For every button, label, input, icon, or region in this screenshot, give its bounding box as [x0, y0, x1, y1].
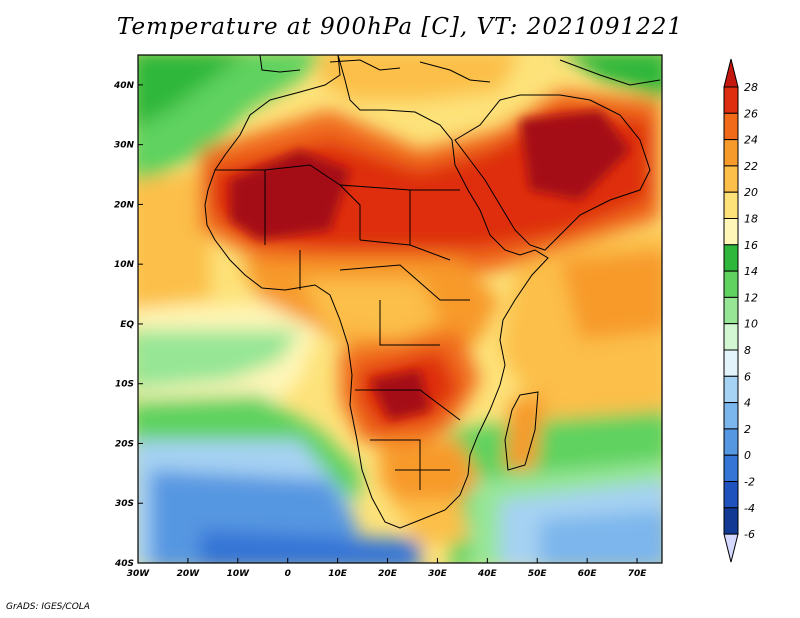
colorbar-level-label: 10	[744, 318, 758, 331]
lon-tick-label: 40E	[477, 569, 498, 579]
colorbar-swatch	[723, 218, 739, 246]
lat-tick-label: EQ	[120, 320, 134, 330]
colorbar-level-label: -2	[744, 476, 755, 489]
lat-tick-label: 30N	[114, 141, 135, 151]
colorbar-swatch	[723, 165, 739, 193]
colorbar-swatch	[723, 191, 739, 219]
colorbar-level-label: 24	[744, 134, 758, 147]
colorbar-level-label: 8	[744, 344, 751, 357]
colorbar-swatch	[723, 270, 739, 298]
longitude-axis: 30W 20W 10W 0 10E 20E 30E 40E 50E 60E 70E	[127, 558, 647, 579]
colorbar-level-label: 12	[744, 291, 758, 304]
colorbar-swatch	[723, 402, 739, 430]
lon-tick-label: 70E	[628, 569, 648, 579]
lat-tick-label: 30S	[115, 499, 134, 509]
lon-tick-label: 60E	[578, 569, 598, 579]
latitude-axis: 40N 30N 20N 10N EQ 10S 20S 30S 40S	[113, 81, 143, 569]
colorbar-bottom-arrow	[723, 533, 739, 563]
footer-credit: GrADS: IGES/COLA	[6, 602, 90, 612]
colorbar-level-label: 2	[744, 423, 751, 436]
colorbar-swatch	[723, 86, 739, 114]
colorbar-swatch	[723, 323, 739, 351]
colorbar-level-label: 16	[744, 239, 758, 252]
colorbar-level-label: -4	[744, 502, 755, 515]
lat-tick-label: 10S	[115, 380, 134, 390]
colorbar-top-arrow	[723, 58, 739, 88]
colorbar-level-label: 4	[744, 397, 751, 410]
coastline	[204, 55, 661, 529]
colorbar-swatch	[723, 112, 739, 141]
map-frame	[137, 54, 663, 564]
lat-tick-label: 20N	[114, 200, 135, 210]
colorbar-level-label: 22	[744, 160, 758, 173]
colorbar-swatch	[723, 454, 739, 483]
lon-tick-label: 30W	[127, 569, 151, 579]
colorbar-level-label: 0	[744, 449, 751, 462]
colorbar-level-label: 26	[744, 107, 758, 120]
colorbar-swatch	[723, 507, 739, 535]
temperature-field	[138, 55, 662, 563]
lon-tick-label: 0	[285, 569, 291, 579]
lon-tick-label: 30E	[428, 569, 448, 579]
lon-tick-label: 20W	[177, 569, 201, 579]
colorbar-level-label: 6	[744, 370, 751, 383]
lat-tick-label: 40N	[113, 81, 135, 91]
colorbar-swatch	[723, 349, 739, 377]
lat-tick-label: 20S	[115, 439, 134, 449]
colorbar-level-label: -6	[744, 528, 755, 541]
colorbar-swatch	[723, 296, 739, 325]
map-title: Temperature at 900hPa [C], VT: 202109122…	[116, 14, 684, 40]
lat-tick-label: 10N	[114, 260, 135, 270]
lat-tick-label: 40S	[114, 559, 134, 569]
colorbar-swatch	[723, 428, 739, 456]
lon-tick-label: 10E	[328, 569, 348, 579]
colorbar-swatch	[723, 481, 739, 509]
colorbar-swatch	[723, 375, 739, 404]
lon-tick-label: 50E	[528, 569, 548, 579]
colorbar-level-label: 20	[744, 186, 758, 199]
colorbar-level-label: 14	[744, 265, 758, 278]
colorbar-level-label: 18	[744, 213, 758, 226]
lon-tick-label: 20E	[378, 569, 398, 579]
colorbar-swatch	[723, 139, 739, 167]
colorbar-level-label: 28	[744, 81, 758, 94]
colorbar-swatch	[723, 244, 739, 272]
lon-tick-label: 10W	[227, 569, 251, 579]
